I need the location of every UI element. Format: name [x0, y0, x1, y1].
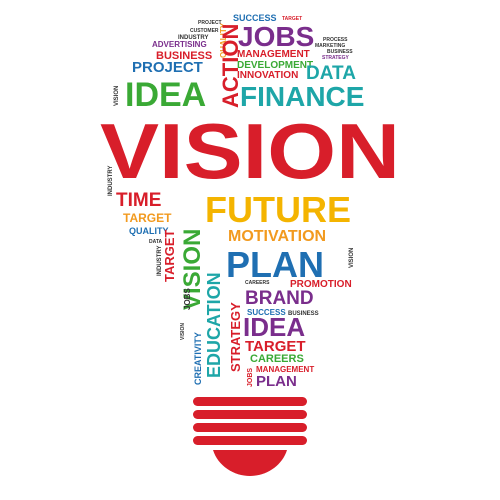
word-customer: CUSTOMER	[190, 28, 219, 34]
word-success-top: SUCCESS	[233, 13, 277, 23]
word-idea-mid: IDEA	[243, 312, 305, 342]
word-vision-vertical: VISION	[179, 229, 206, 310]
word-management-low: MANAGEMENT	[256, 365, 314, 374]
word-target-low: TARGET	[245, 338, 306, 355]
word-vision-right: VISION	[349, 248, 355, 268]
word-quality-mid: QUALITY	[129, 226, 169, 236]
word-jobs-mid: JOBS	[183, 288, 192, 310]
word-time: TIME	[116, 190, 161, 211]
word-vision-tiny: VISION	[114, 86, 120, 106]
word-innovation: INNOVATION	[237, 70, 298, 81]
word-jobs-low: JOBS	[247, 368, 254, 387]
word-future: FUTURE	[205, 189, 351, 230]
word-education: EDUCATION	[204, 272, 224, 378]
word-management-top: MANAGEMENT	[237, 49, 310, 60]
word-advertising: ADVERTISING	[152, 40, 207, 49]
word-brand: BRAND	[245, 288, 314, 309]
word-target-vertical: TARGET	[162, 229, 177, 282]
word-business-small: BUSINESS	[327, 49, 353, 55]
word-success-mid: SUCCESS	[247, 308, 286, 317]
word-plan-low: PLAN	[256, 373, 297, 390]
word-industry-mid: INDUSTRY	[157, 246, 163, 276]
word-finance: FINANCE	[240, 81, 364, 112]
word-careers-small: CAREERS	[245, 280, 270, 286]
word-strategy-vertical: STRATEGY	[228, 302, 243, 372]
word-quality-vertical: QUALITY	[219, 22, 228, 58]
word-development: DEVELOPMENT	[237, 60, 313, 71]
word-motivation: MOTIVATION	[228, 228, 326, 245]
word-action: ACTION	[218, 24, 243, 108]
word-target-top: TARGET	[282, 16, 302, 22]
word-promotion: PROMOTION	[290, 279, 352, 290]
word-vision-big: VISION	[100, 107, 400, 195]
word-project: PROJECT	[132, 59, 203, 76]
word-target-mid: TARGET	[123, 211, 172, 225]
word-data-mid: DATA	[149, 239, 163, 245]
word-industry-left: INDUSTRY	[108, 166, 114, 196]
word-business-top: BUSINESS	[156, 50, 212, 62]
word-industry-top: INDUSTRY	[178, 35, 208, 41]
word-jobs: JOBS	[238, 21, 314, 52]
word-small-project: PROJECT	[198, 20, 222, 26]
word-idea: IDEA	[125, 76, 206, 114]
word-business-mid: BUSINESS	[288, 311, 319, 317]
word-process-top: PROCESS	[323, 37, 348, 43]
word-plan-big: PLAN	[226, 244, 324, 285]
word-creativity: CREATIVITY	[193, 332, 203, 385]
word-data: DATA	[306, 63, 356, 84]
bulb-base-icon	[193, 397, 307, 476]
word-vision-tiny-2: VISION	[180, 323, 186, 340]
word-careers: CAREERS	[250, 353, 304, 365]
word-strategy-small: STRATEGY	[322, 55, 350, 61]
word-marketing: MARKETING	[315, 43, 345, 49]
